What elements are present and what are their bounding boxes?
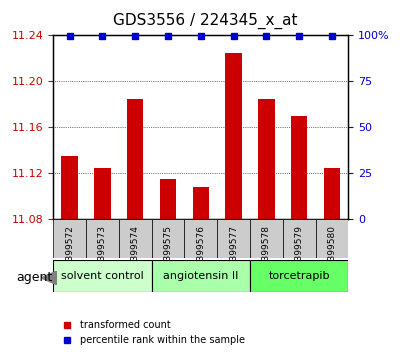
Text: GSM399578: GSM399578	[261, 225, 270, 280]
Bar	[61, 156, 78, 219]
FancyBboxPatch shape	[151, 219, 184, 258]
Legend: transformed count, percentile rank within the sample: transformed count, percentile rank withi…	[58, 316, 248, 349]
Text: GSM399579: GSM399579	[294, 225, 303, 280]
FancyBboxPatch shape	[151, 260, 249, 292]
Bar	[192, 187, 209, 219]
FancyBboxPatch shape	[53, 260, 151, 292]
Text: agent: agent	[16, 272, 52, 284]
FancyBboxPatch shape	[119, 219, 151, 258]
Text: solvent control: solvent control	[61, 271, 144, 281]
Polygon shape	[41, 271, 57, 285]
Text: torcetrapib: torcetrapib	[268, 271, 329, 281]
Text: GSM399577: GSM399577	[229, 225, 238, 280]
FancyBboxPatch shape	[53, 219, 86, 258]
FancyBboxPatch shape	[282, 219, 315, 258]
FancyBboxPatch shape	[217, 219, 249, 258]
Text: GSM399572: GSM399572	[65, 225, 74, 280]
FancyBboxPatch shape	[249, 260, 348, 292]
FancyBboxPatch shape	[315, 219, 348, 258]
Text: GDS3556 / 224345_x_at: GDS3556 / 224345_x_at	[112, 12, 297, 29]
Text: GSM399576: GSM399576	[196, 225, 205, 280]
Bar	[94, 168, 110, 219]
FancyBboxPatch shape	[249, 219, 282, 258]
Bar	[127, 99, 143, 219]
Text: GSM399580: GSM399580	[327, 225, 336, 280]
Text: GSM399575: GSM399575	[163, 225, 172, 280]
Bar	[258, 99, 274, 219]
Bar	[225, 53, 241, 219]
Text: GSM399573: GSM399573	[98, 225, 107, 280]
Bar	[290, 116, 307, 219]
Text: angiotensin II: angiotensin II	[163, 271, 238, 281]
Text: GSM399574: GSM399574	[130, 225, 139, 280]
Bar	[160, 179, 176, 219]
Bar	[323, 168, 339, 219]
FancyBboxPatch shape	[86, 219, 119, 258]
FancyBboxPatch shape	[184, 219, 217, 258]
